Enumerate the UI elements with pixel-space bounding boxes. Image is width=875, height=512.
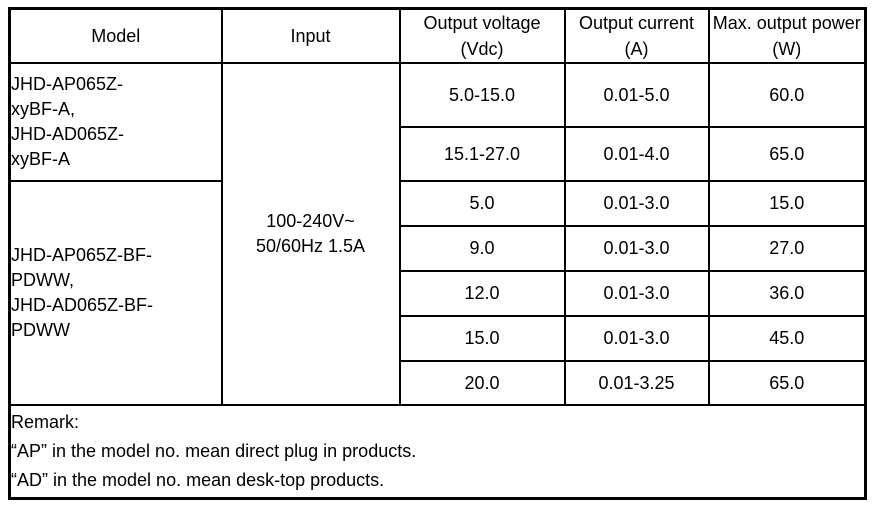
- voltage-cell: 15.1-27.0: [398, 126, 566, 182]
- table-row: 15.0 0.01-3.0 45.0: [10, 315, 867, 362]
- voltage-cell: 15.0: [398, 315, 566, 362]
- header-row: Model Input Output voltage (Vdc) Output …: [8, 7, 867, 64]
- header-input: Input: [220, 7, 401, 64]
- header-max-output-power: Max. output power (W): [707, 7, 867, 64]
- table-row: JHD-AP065Z-BF- PDWW, JHD-AD065Z-BF- PDWW…: [8, 180, 867, 406]
- header-model: Model: [8, 7, 223, 64]
- current-cell: 0.01-3.0: [563, 225, 710, 272]
- voltage-cell: 9.0: [398, 225, 566, 272]
- current-cell: 0.01-3.25: [563, 360, 710, 406]
- power-cell: 36.0: [707, 270, 867, 317]
- input-cell: 100-240V~ 50/60Hz 1.5A: [220, 62, 401, 406]
- current-cell: 0.01-4.0: [563, 126, 710, 182]
- power-spec-table: Model Input Output voltage (Vdc) Output …: [8, 7, 867, 500]
- power-cell: 60.0: [707, 62, 867, 128]
- table-row: 15.1-27.0 0.01-4.0 65.0: [10, 126, 867, 182]
- model-cell-group-2: JHD-AP065Z-BF- PDWW, JHD-AD065Z-BF- PDWW: [8, 180, 223, 406]
- voltage-cell: 20.0: [398, 360, 566, 406]
- power-cell: 65.0: [707, 360, 867, 406]
- voltage-cell: 12.0: [398, 270, 566, 317]
- model-cell-group-1: JHD-AP065Z- xyBF-A, JHD-AD065Z- xyBF-A: [8, 62, 223, 182]
- table-row: 9.0 0.01-3.0 27.0: [10, 225, 867, 272]
- power-cell: 27.0: [707, 225, 867, 272]
- table-row: 20.0 0.01-3.25 65.0: [10, 360, 867, 406]
- power-cell: 15.0: [707, 180, 867, 227]
- remark-cell: Remark: “AP” in the model no. mean direc…: [8, 404, 867, 499]
- power-cell: 45.0: [707, 315, 867, 362]
- voltage-cell: 5.0: [398, 180, 566, 227]
- voltage-cell: 5.0-15.0: [398, 62, 566, 128]
- current-cell: 0.01-5.0: [563, 62, 710, 128]
- current-cell: 0.01-3.0: [563, 315, 710, 362]
- table-row: JHD-AP065Z- xyBF-A, JHD-AD065Z- xyBF-A 1…: [8, 62, 867, 406]
- power-cell: 65.0: [707, 126, 867, 182]
- current-cell: 0.01-3.0: [563, 180, 710, 227]
- remark-row: Remark: “AP” in the model no. mean direc…: [8, 404, 867, 499]
- header-output-voltage: Output voltage (Vdc): [398, 7, 566, 64]
- table-row: 12.0 0.01-3.0 36.0: [10, 270, 867, 317]
- header-output-current: Output current (A): [563, 7, 710, 64]
- current-cell: 0.01-3.0: [563, 270, 710, 317]
